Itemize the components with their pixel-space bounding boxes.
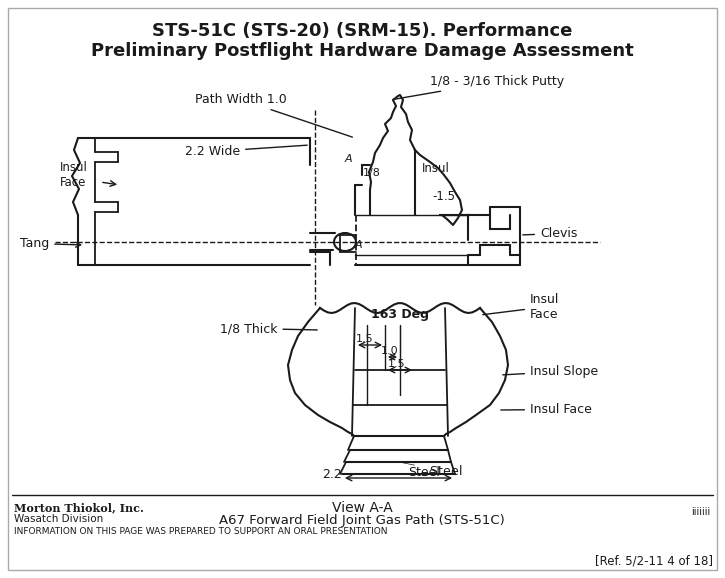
Text: Clevis: Clevis — [523, 227, 577, 240]
Ellipse shape — [334, 233, 356, 251]
Text: 163 Deg: 163 Deg — [371, 308, 429, 321]
Text: A: A — [344, 154, 352, 164]
Text: Morton Thiokol, Inc.: Morton Thiokol, Inc. — [14, 502, 144, 513]
Text: Insul
Face: Insul Face — [483, 293, 560, 321]
Text: Wasatch Division: Wasatch Division — [14, 514, 103, 524]
Text: 1.5: 1.5 — [356, 334, 374, 344]
Text: Insul: Insul — [422, 162, 450, 175]
Text: 1/8: 1/8 — [363, 168, 381, 178]
Text: 2.2 Wide: 2.2 Wide — [185, 145, 307, 158]
Text: Steel: Steel — [408, 466, 440, 479]
Text: Tang: Tang — [20, 237, 80, 250]
Text: 1/8 Thick: 1/8 Thick — [220, 322, 318, 335]
Text: View A-A: View A-A — [331, 501, 392, 515]
Text: Insul Slope: Insul Slope — [502, 365, 598, 378]
Text: INFORMATION ON THIS PAGE WAS PREPARED TO SUPPORT AN ORAL PRESENTATION: INFORMATION ON THIS PAGE WAS PREPARED TO… — [14, 527, 387, 536]
Text: A67 Forward Field Joint Gas Path (STS-51C): A67 Forward Field Joint Gas Path (STS-51… — [219, 514, 505, 527]
Text: iiiiiii: iiiiiii — [691, 507, 710, 517]
Text: Preliminary Postflight Hardware Damage Assessment: Preliminary Postflight Hardware Damage A… — [91, 42, 634, 60]
Text: STS-51C (STS-20) (SRM-15). Performance: STS-51C (STS-20) (SRM-15). Performance — [152, 22, 572, 40]
Text: 2.2: 2.2 — [322, 468, 342, 481]
Text: Insul Face: Insul Face — [501, 403, 592, 416]
Text: $\llcorner$ Steel: $\llcorner$ Steel — [402, 462, 463, 478]
Text: 1.0: 1.0 — [381, 346, 399, 356]
Text: -1.5: -1.5 — [432, 190, 455, 203]
Text: A: A — [355, 240, 362, 250]
Text: 1.5: 1.5 — [388, 359, 406, 369]
Text: [Ref. 5/2-11 4 of 18]: [Ref. 5/2-11 4 of 18] — [595, 554, 713, 567]
Text: Path Width 1.0: Path Width 1.0 — [195, 93, 352, 137]
Text: Insul
Face: Insul Face — [60, 161, 88, 189]
Text: 1/8 - 3/16 Thick Putty: 1/8 - 3/16 Thick Putty — [393, 75, 564, 99]
